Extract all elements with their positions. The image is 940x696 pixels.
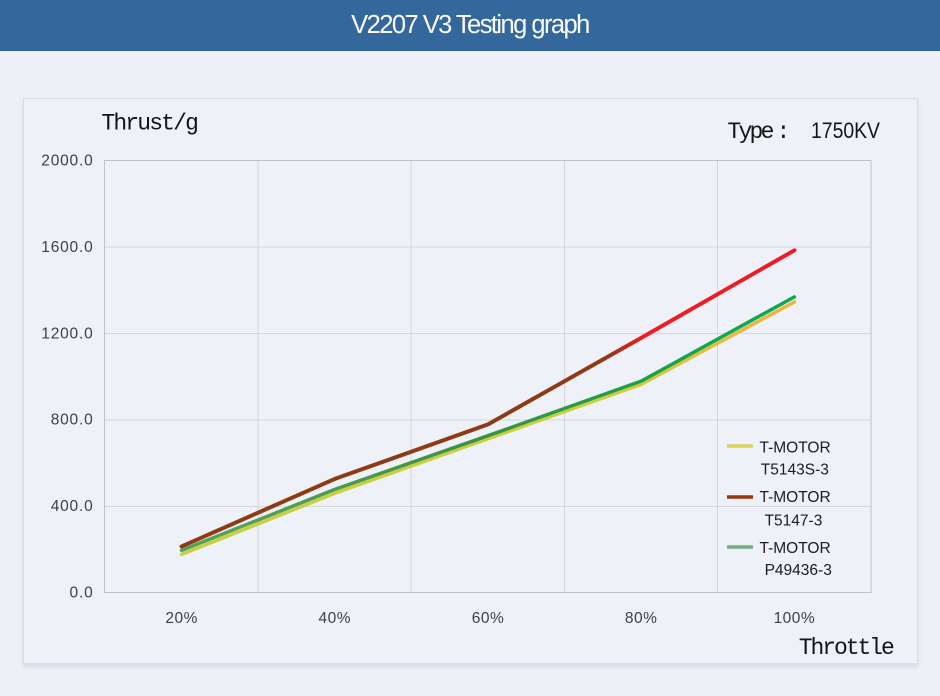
svg-text:T-MOTOR: T-MOTOR [760,540,831,557]
svg-text:1200.0: 1200.0 [41,325,93,342]
svg-text:P49436-3: P49436-3 [765,562,832,579]
svg-text:400.0: 400.0 [51,498,94,515]
svg-text:1750KV: 1750KV [811,118,880,143]
svg-text:2000.0: 2000.0 [41,153,93,170]
svg-text:800.0: 800.0 [51,412,94,429]
svg-text:Throttle: Throttle [799,635,895,661]
svg-text:0.0: 0.0 [70,585,94,602]
svg-text:40%: 40% [319,610,352,627]
svg-text:T-MOTOR: T-MOTOR [760,439,831,456]
svg-text:T-MOTOR: T-MOTOR [760,489,831,506]
svg-text:100%: 100% [774,610,816,627]
svg-text:Type: Type [727,119,774,145]
svg-text:T5143S-3: T5143S-3 [761,461,829,478]
svg-text:1600.0: 1600.0 [41,239,93,256]
svg-text:80%: 80% [625,610,658,627]
svg-text:20%: 20% [165,610,198,627]
svg-text:Thrust/g: Thrust/g [101,111,198,137]
svg-text::: : [777,119,791,145]
svg-text:60%: 60% [472,610,505,627]
svg-text:T5147-3: T5147-3 [765,513,823,530]
